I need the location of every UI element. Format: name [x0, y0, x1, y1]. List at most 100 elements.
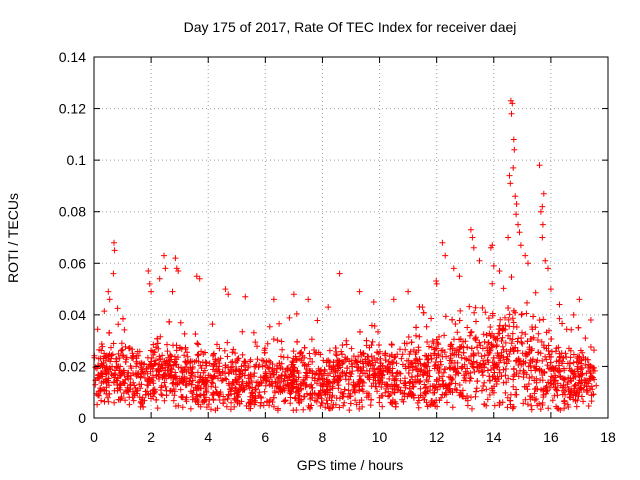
data-point: [423, 323, 430, 330]
data-point: [578, 385, 585, 392]
data-point: [98, 370, 105, 377]
data-point: [479, 345, 486, 352]
data-point: [264, 364, 271, 371]
data-point: [286, 314, 293, 321]
data-point: [384, 381, 391, 388]
data-point: [466, 377, 473, 384]
data-point: [405, 288, 412, 295]
data-point: [150, 387, 157, 394]
data-point: [252, 339, 259, 346]
data-point: [315, 392, 322, 398]
data-point: [561, 398, 568, 405]
data-point: [527, 357, 534, 364]
data-point: [129, 388, 136, 395]
data-point: [464, 344, 471, 351]
data-point: [417, 385, 424, 392]
data-point: [408, 339, 415, 346]
data-point: [232, 376, 239, 383]
data-point: [156, 367, 163, 374]
data-point: [545, 365, 552, 372]
data-point: [503, 348, 510, 355]
data-point: [214, 405, 221, 412]
data-point: [572, 381, 579, 388]
data-point: [489, 280, 496, 287]
data-point: [548, 336, 555, 342]
data-point: [275, 374, 282, 381]
data-point: [443, 353, 450, 360]
data-point: [356, 399, 363, 406]
data-point: [486, 391, 493, 398]
data-point: [499, 343, 506, 350]
data-point: [357, 368, 364, 375]
data-point: [522, 252, 529, 259]
data-point: [107, 358, 114, 365]
data-point: [321, 366, 328, 373]
data-point: [386, 375, 393, 382]
data-point: [291, 364, 297, 371]
data-point: [105, 375, 112, 382]
data-point: [439, 347, 446, 354]
data-point: [297, 350, 304, 356]
data-point: [218, 377, 225, 384]
data-point: [286, 373, 293, 380]
data-point: [187, 405, 194, 412]
data-point: [470, 358, 477, 365]
data-point: [484, 396, 491, 403]
data-point: [509, 315, 516, 322]
data-point: [239, 328, 246, 335]
data-point: [301, 393, 308, 400]
data-point: [188, 369, 195, 376]
data-point: [489, 242, 496, 249]
data-point: [519, 340, 526, 347]
data-point: [585, 403, 592, 409]
data-point: [581, 382, 588, 389]
data-point: [506, 311, 513, 318]
data-point: [368, 383, 375, 390]
data-point: [493, 343, 500, 350]
data-point: [106, 296, 113, 303]
data-point: [529, 373, 535, 380]
data-point: [272, 378, 279, 385]
data-point: [308, 381, 315, 388]
data-point: [554, 380, 561, 387]
data-point: [514, 347, 521, 354]
data-point: [247, 393, 254, 400]
data-point: [448, 377, 455, 383]
data-point: [513, 357, 520, 364]
data-point: [479, 369, 485, 376]
data-point: [290, 355, 297, 362]
data-point: [448, 380, 454, 387]
data-point: [184, 349, 190, 356]
data-point: [452, 321, 459, 327]
data-point: [313, 398, 320, 405]
data-point: [388, 399, 395, 406]
data-point: [533, 375, 540, 382]
data-point: [472, 304, 479, 311]
data-point: [545, 405, 552, 412]
data-point: [161, 252, 167, 259]
data-point: [468, 394, 474, 401]
data-point: [545, 379, 552, 386]
data-point: [469, 363, 476, 370]
data-point: [556, 301, 563, 308]
data-point: [255, 364, 262, 370]
data-point: [578, 356, 585, 363]
data-point: [208, 383, 215, 390]
data-point: [171, 388, 178, 395]
data-point: [282, 397, 289, 404]
data-point: [559, 320, 566, 327]
data-point: [350, 381, 357, 388]
data-point: [122, 343, 129, 350]
data-point: [556, 362, 563, 369]
data-point: [308, 336, 315, 343]
data-point: [130, 397, 137, 404]
data-point: [448, 341, 455, 348]
data-point: [519, 311, 525, 317]
data-point: [203, 384, 210, 390]
data-point: [224, 339, 231, 346]
data-point: [484, 357, 491, 364]
data-point: [234, 356, 241, 363]
data-point: [118, 340, 125, 347]
data-point: [530, 356, 536, 363]
data-point: [101, 398, 108, 405]
